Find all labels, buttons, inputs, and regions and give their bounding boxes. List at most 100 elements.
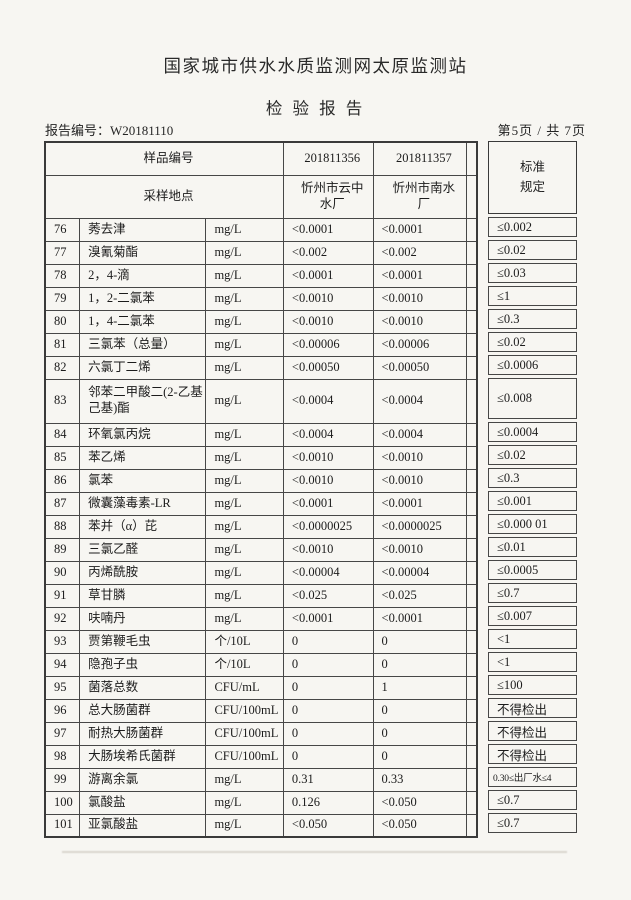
- table-row: 86 氯苯 mg/L <0.0010 <0.0010: [44, 468, 478, 493]
- standard-cell: 不得检出: [488, 698, 577, 718]
- sample-id-cell-2: 201811357: [372, 141, 468, 176]
- value-cell-sample1: <0.050: [282, 813, 374, 838]
- strip-cell: [466, 583, 478, 608]
- param-name-cell: 1，4-二氯苯: [79, 309, 207, 334]
- value-cell-sample1: <0.0001: [282, 606, 374, 631]
- value-cell-sample1: <0.025: [282, 583, 374, 608]
- table-row: 83 邻苯二甲酸二(2-乙基己基)酯 mg/L <0.0004 <0.0004: [44, 378, 478, 424]
- unit-cell: CFU/100mL: [205, 721, 284, 746]
- strip-cell: [466, 217, 478, 242]
- unit-cell: CFU/100mL: [205, 744, 284, 769]
- unit-cell: CFU/mL: [205, 675, 284, 700]
- value-cell-sample2: 0: [372, 629, 468, 654]
- table-row: 92 呋喃丹 mg/L <0.0001 <0.0001: [44, 606, 478, 631]
- standard-cell: ≤0.0005: [488, 560, 577, 580]
- standard-cell: ≤1: [488, 286, 577, 306]
- param-name-cell: 氯苯: [79, 468, 207, 493]
- value-cell-sample1: <0.0001: [282, 263, 374, 288]
- standard-cell: ≤0.03: [488, 263, 577, 283]
- standard-cell: ≤0.002: [488, 217, 577, 237]
- param-number-cell: 101: [44, 813, 81, 838]
- value-cell-sample2: <0.0000025: [372, 514, 468, 539]
- results-table-area: 样品编号 201811356 201811357 采样地点 忻州市云中水厂 忻州…: [44, 141, 577, 838]
- value-cell-sample1: 0: [282, 721, 374, 746]
- location-cell-1: 忻州市云中水厂: [282, 174, 374, 219]
- param-number-cell: 87: [44, 491, 81, 516]
- param-name-cell: 菌落总数: [79, 675, 207, 700]
- value-cell-sample2: <0.0010: [372, 468, 468, 493]
- param-name-cell: 亚氯酸盐: [79, 813, 207, 838]
- unit-cell: mg/L: [205, 537, 284, 562]
- standard-cell: ≤0.3: [488, 309, 577, 329]
- param-number-cell: 97: [44, 721, 81, 746]
- strip-cell: [466, 240, 478, 265]
- value-cell-sample2: <0.025: [372, 583, 468, 608]
- standard-label-line1: 标准: [519, 160, 545, 175]
- header-row-location: 采样地点 忻州市云中水厂 忻州市南水厂: [44, 174, 478, 219]
- param-number-cell: 89: [44, 537, 81, 562]
- sample-id-label-cell: 样品编号: [44, 141, 284, 176]
- unit-cell: 个/10L: [205, 652, 284, 677]
- standard-cell: ≤0.02: [488, 240, 577, 260]
- strip-cell: [466, 767, 478, 792]
- param-number-cell: 79: [44, 286, 81, 311]
- value-cell-sample1: <0.0010: [282, 537, 374, 562]
- table-row: 91 草甘膦 mg/L <0.025 <0.025: [44, 583, 478, 608]
- table-row: 80 1，4-二氯苯 mg/L <0.0010 <0.0010: [44, 309, 478, 334]
- standard-cell: ≤0.3: [488, 468, 577, 488]
- table-gap-column: [478, 141, 488, 838]
- value-cell-sample1: 0: [282, 675, 374, 700]
- strip-cell: [466, 813, 478, 838]
- param-name-cell: 总大肠菌群: [79, 698, 207, 723]
- strip-cell: [466, 560, 478, 585]
- param-name-cell: 丙烯酰胺: [79, 560, 207, 585]
- value-cell-sample1: 0: [282, 652, 374, 677]
- table-row: 85 苯乙烯 mg/L <0.0010 <0.0010: [44, 445, 478, 470]
- unit-cell: mg/L: [205, 514, 284, 539]
- value-cell-sample1: <0.0010: [282, 445, 374, 470]
- table-row: 84 环氧氯丙烷 mg/L <0.0004 <0.0004: [44, 422, 478, 447]
- value-cell-sample1: <0.0001: [282, 491, 374, 516]
- value-cell-sample1: <0.0004: [282, 422, 374, 447]
- unit-cell: mg/L: [205, 560, 284, 585]
- unit-cell: mg/L: [205, 790, 284, 815]
- strip-cell: [466, 263, 478, 288]
- location-text: 忻州市南水厂: [392, 181, 456, 212]
- param-name-cell: 六氯丁二烯: [79, 355, 207, 380]
- table-row: 76 莠去津 mg/L <0.0001 <0.0001: [44, 217, 478, 242]
- param-number-cell: 82: [44, 355, 81, 380]
- value-cell-sample2: <0.0010: [372, 445, 468, 470]
- strip-cell: [466, 355, 478, 380]
- param-number-cell: 78: [44, 263, 81, 288]
- value-cell-sample2: 0: [372, 652, 468, 677]
- param-number-cell: 98: [44, 744, 81, 769]
- param-name-cell: 苯乙烯: [79, 445, 207, 470]
- standard-cell: ≤0.001: [488, 491, 577, 511]
- page-title: 国家城市供水水质监测网太原监测站: [163, 56, 468, 76]
- param-name-cell: 氯酸盐: [79, 790, 207, 815]
- value-cell-sample1: 0.31: [282, 767, 374, 792]
- unit-cell: 个/10L: [205, 629, 284, 654]
- param-number-cell: 91: [44, 583, 81, 608]
- table-row: 96 总大肠菌群 CFU/100mL 0 0: [44, 698, 478, 723]
- table-row: 90 丙烯酰胺 mg/L <0.00004 <0.00004: [44, 560, 478, 585]
- strip-cell: [466, 378, 478, 424]
- table-row: 98 大肠埃希氏菌群 CFU/100mL 0 0: [44, 744, 478, 769]
- value-cell-sample2: <0.0004: [372, 378, 468, 424]
- standard-cell: 0.30≤出厂水≤4: [488, 767, 577, 787]
- table-row: 101 亚氯酸盐 mg/L <0.050 <0.050: [44, 813, 478, 838]
- param-name-cell: 三氯乙醛: [79, 537, 207, 562]
- param-name-cell: 三氯苯（总量）: [79, 332, 207, 357]
- unit-cell: mg/L: [205, 286, 284, 311]
- strip-cell: [466, 606, 478, 631]
- table-bottom-shadow: [62, 851, 567, 853]
- param-name-cell: 游离余氯: [79, 767, 207, 792]
- param-number-cell: 96: [44, 698, 81, 723]
- param-name-cell: 微囊藻毒素-LR: [79, 491, 207, 516]
- param-name-cell: 耐热大肠菌群: [79, 721, 207, 746]
- table-row: 95 菌落总数 CFU/mL 0 1: [44, 675, 478, 700]
- table-row: 100 氯酸盐 mg/L 0.126 <0.050: [44, 790, 478, 815]
- unit-cell: mg/L: [205, 422, 284, 447]
- standard-cell: ≤0.0006: [488, 355, 577, 375]
- unit-cell: mg/L: [205, 355, 284, 380]
